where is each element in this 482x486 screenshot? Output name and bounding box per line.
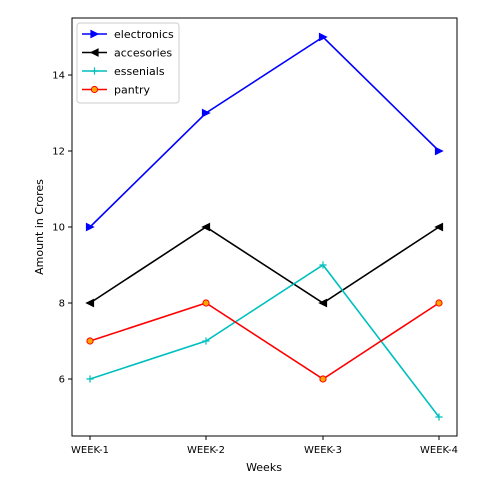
legend-label: electronics — [114, 28, 174, 41]
legend-item-pantry: pantry — [82, 84, 151, 97]
y-tick-label: 6 — [59, 375, 65, 386]
data-point-accesories — [85, 298, 95, 308]
legend-label: accesories — [114, 47, 172, 60]
y-axis: 6 8 10 12 14 — [52, 71, 72, 386]
series-pantry — [86, 299, 443, 383]
x-tick-label: WEEK-1 — [71, 445, 109, 456]
y-tick-label: 14 — [52, 71, 65, 82]
data-point-pantry — [319, 375, 327, 383]
legend-item-electronics: electronics — [82, 28, 174, 41]
y-tick-label: 12 — [52, 147, 65, 158]
series-line-accesories — [89, 226, 440, 304]
y-tick-label: 10 — [52, 223, 65, 234]
data-point-pantry — [435, 299, 443, 307]
legend-marker — [90, 85, 99, 94]
series-line-electronics — [89, 35, 440, 228]
data-point-accesories — [201, 222, 211, 232]
data-point-electronics — [434, 146, 444, 156]
data-point-pantry — [202, 299, 210, 307]
x-axis-label: Weeks — [246, 461, 282, 474]
data-point-pantry — [86, 337, 94, 345]
data-point-essenials — [86, 375, 94, 383]
legend: electronics accesories essenials pantry — [76, 22, 180, 104]
legend-item-accesories: accesories — [82, 47, 172, 60]
series-electronics — [85, 32, 444, 232]
data-point-electronics — [85, 222, 95, 232]
y-tick-label: 8 — [59, 299, 65, 310]
data-point-accesories — [318, 298, 328, 308]
series-accesories — [85, 222, 444, 308]
legend-box — [76, 22, 180, 104]
data-point-electronics — [201, 108, 211, 118]
y-axis-label: Amount in Crores — [33, 179, 46, 275]
x-tick-label: WEEK-2 — [187, 445, 225, 456]
legend-label: pantry — [114, 84, 151, 97]
data-point-essenials — [435, 413, 443, 421]
data-point-accesories — [434, 222, 444, 232]
series-line-pantry — [89, 302, 440, 380]
x-axis: WEEK-1 WEEK-2 WEEK-3 WEEK-4 — [71, 436, 458, 456]
legend-label: essenials — [114, 65, 165, 78]
legend-item-essenials: essenials — [82, 65, 165, 78]
legend-marker — [90, 67, 99, 75]
data-point-electronics — [318, 32, 328, 42]
x-tick-label: WEEK-4 — [420, 445, 458, 456]
data-point-essenials — [202, 337, 210, 345]
x-tick-label: WEEK-3 — [304, 445, 342, 456]
legend-marker — [90, 29, 100, 39]
series-layer — [85, 32, 444, 421]
legend-marker — [89, 48, 99, 57]
data-point-essenials — [319, 261, 327, 269]
